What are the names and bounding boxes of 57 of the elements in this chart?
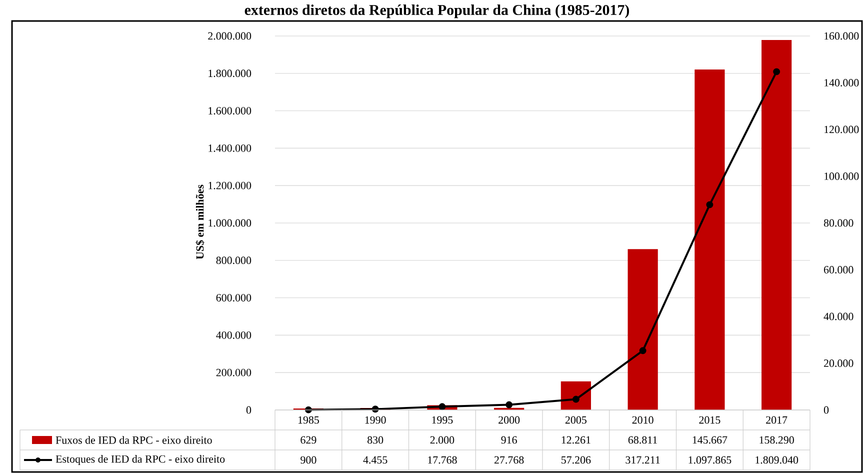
data-label: 900 xyxy=(300,456,316,464)
data-label: 2.000 xyxy=(430,436,454,444)
y2-tick-label: 40.000 xyxy=(824,312,854,320)
data-label: 916 xyxy=(501,436,517,444)
y-tick-label: 400.000 xyxy=(216,331,252,339)
x-tick-label: 2010 xyxy=(632,416,654,424)
y2-tick-label: 20.000 xyxy=(824,360,854,367)
y2-tick-label: 140.000 xyxy=(824,79,859,86)
legend-label: Estoques de IED da RPC - eixo direito xyxy=(56,455,225,465)
x-tick-label: 2005 xyxy=(565,416,586,424)
legend-label: Fuxos de IED da RPC - eixo direito xyxy=(56,436,212,444)
x-tick-label: 2017 xyxy=(766,416,788,424)
data-label: 27.768 xyxy=(494,456,524,464)
x-tick-label: 1995 xyxy=(432,416,453,424)
y2-tick-label: 0 xyxy=(824,406,829,414)
y-tick-label: 600.000 xyxy=(216,294,252,302)
y-tick-label: 1.600.000 xyxy=(208,107,252,115)
y-tick-label: 2.000.000 xyxy=(208,32,252,40)
data-label: 17.768 xyxy=(428,456,457,464)
data-label: 145.667 xyxy=(692,436,728,444)
point xyxy=(773,68,780,76)
y-tick-label: 1.200.000 xyxy=(208,182,252,190)
point xyxy=(506,401,513,408)
y-tick-label: 1.400.000 xyxy=(208,144,252,152)
data-label: 830 xyxy=(368,436,384,444)
data-label: 12.261 xyxy=(562,436,590,444)
y2-tick-label: 120.000 xyxy=(824,126,859,134)
point xyxy=(438,403,446,410)
point xyxy=(706,201,714,208)
y2-tick-label: 100.000 xyxy=(824,172,859,180)
data-label: 158.290 xyxy=(760,436,794,444)
y-tick-label: 1.800.000 xyxy=(208,70,252,78)
y-tick-label: 800.000 xyxy=(216,256,252,264)
data-label: 57.206 xyxy=(562,456,591,464)
data-label: 68.811 xyxy=(628,436,658,444)
y2-tick-label: 80.000 xyxy=(824,219,854,227)
x-tick-label: 2015 xyxy=(699,416,720,424)
bar xyxy=(762,40,792,410)
bar xyxy=(628,249,658,410)
data-label: 629 xyxy=(300,436,316,444)
data-label: 317.211 xyxy=(626,456,660,464)
bar xyxy=(694,69,725,410)
x-tick-label: 1985 xyxy=(298,416,319,424)
point xyxy=(572,396,580,403)
y-tick-label: 200.000 xyxy=(216,368,252,376)
data-label: 4.455 xyxy=(363,456,388,464)
data-label: 1.097.865 xyxy=(688,456,732,464)
chart-title: externos diretos da República Popular da China (1985-2017) xyxy=(244,4,630,18)
y-tick-label: 0 xyxy=(246,406,252,414)
data-label: 1.809.040 xyxy=(756,456,798,464)
y-tick-label: 1.000.000 xyxy=(208,219,252,227)
y2-tick-label: 60.000 xyxy=(824,266,854,274)
point xyxy=(639,347,646,354)
y-axis-title: US$ em milhões xyxy=(196,184,204,260)
x-tick-label: 2000 xyxy=(498,416,520,424)
x-tick-label: 1990 xyxy=(365,416,386,424)
y2-tick-label: 160.000 xyxy=(824,32,859,40)
